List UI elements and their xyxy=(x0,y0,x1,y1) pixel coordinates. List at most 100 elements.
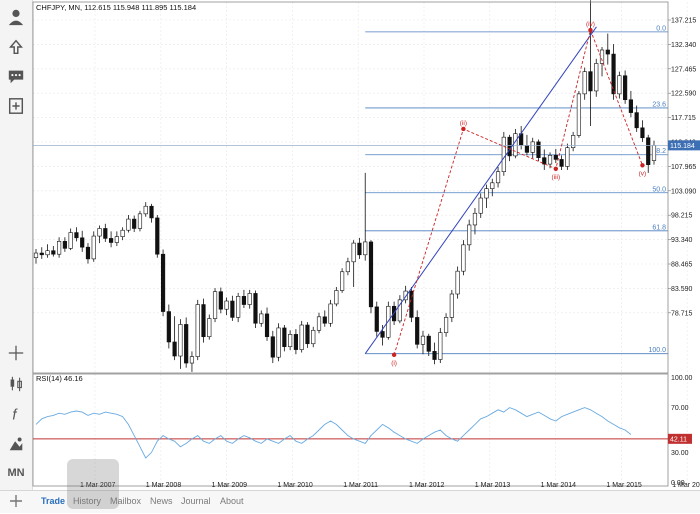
timeframe-button[interactable]: MN xyxy=(0,460,32,486)
candle-body xyxy=(137,213,143,229)
rsi-axis-label: 70.00 xyxy=(671,405,689,412)
candle-body xyxy=(484,188,489,199)
candle-body xyxy=(495,171,501,184)
tab-news[interactable]: News xyxy=(150,496,173,506)
candle-body xyxy=(74,232,79,239)
rsi-axis-label: 0.00 xyxy=(671,480,685,487)
tab-mailbox[interactable]: Mailbox xyxy=(110,496,142,506)
candle-body xyxy=(311,329,316,345)
price-axis-label: 88.465 xyxy=(671,262,693,269)
symbol-info: CHFJPY, MN, 112.615 115.948 111.895 115.… xyxy=(36,3,196,12)
current-price-value: 115.184 xyxy=(670,143,695,150)
rsi-panel[interactable]: 100.00 70.00 30.00 0.00 42.11 xyxy=(33,375,693,487)
candle-body xyxy=(57,241,62,255)
main-panel-frame xyxy=(32,1,669,374)
candle-body xyxy=(571,135,576,149)
tab-trade[interactable]: Trade xyxy=(41,496,66,506)
candle-body xyxy=(230,300,235,318)
candle-body xyxy=(155,217,160,255)
price-axis-label: 107.965 xyxy=(671,164,696,171)
candle-body xyxy=(282,327,287,347)
candle-body xyxy=(449,293,454,318)
candle-body xyxy=(51,250,56,255)
candle-body xyxy=(114,236,119,243)
candle-body xyxy=(316,316,322,331)
candle-body xyxy=(478,197,483,214)
rsi-title: RSI(14) 46.16 xyxy=(36,374,83,383)
tab-about[interactable]: About xyxy=(220,496,244,506)
candle-body xyxy=(651,145,657,161)
candle-body xyxy=(276,327,281,358)
candle-body xyxy=(126,218,131,231)
time-axis-label: 1 Mar 2012 xyxy=(409,482,445,489)
price-axis-label: 98.215 xyxy=(671,213,693,220)
fib-level-label: 0.0 xyxy=(656,25,666,32)
candle-body xyxy=(576,93,582,136)
candle-body xyxy=(542,157,547,165)
candle-body xyxy=(547,155,553,165)
wave-label: (i) xyxy=(391,360,397,367)
candle-body xyxy=(426,335,431,352)
price-axis-label: 137.215 xyxy=(671,18,696,25)
wave-label: (ii) xyxy=(460,120,467,127)
bottom-tab-bar: Trade History Mailbox News Journal About xyxy=(0,490,700,513)
candle-body xyxy=(241,296,247,305)
chart-overlay: (i) (ii) (iii) (iv) (v) xyxy=(33,21,668,367)
candle-body xyxy=(530,141,535,153)
candle-body xyxy=(253,293,258,324)
candle-body xyxy=(553,155,558,160)
candle-body xyxy=(160,253,166,312)
candle-body xyxy=(415,317,420,345)
candle-body xyxy=(507,136,512,157)
candle-body xyxy=(85,246,91,260)
candle-body xyxy=(224,300,229,310)
indicators-icon[interactable]: f xyxy=(0,401,32,427)
price-axis-label: 132.340 xyxy=(671,42,696,49)
time-axis-label: 1 Mar 2011 xyxy=(343,482,378,489)
time-axis-label: 1 Mar 2014 xyxy=(541,482,577,489)
add-icon[interactable] xyxy=(8,493,24,509)
candle-body xyxy=(646,137,651,165)
price-axis-label: 93.340 xyxy=(671,237,693,244)
candle-body xyxy=(178,324,183,357)
chat-icon[interactable] xyxy=(0,63,32,89)
objects-icon[interactable] xyxy=(0,431,32,457)
time-axis-label: 1 Mar 2015 xyxy=(606,482,642,489)
candle-body xyxy=(201,304,206,338)
candle-body xyxy=(62,241,67,249)
price-axis-label: 78.715 xyxy=(671,310,693,317)
tab-history[interactable]: History xyxy=(73,496,102,506)
candle-body xyxy=(420,335,426,345)
fib-level-label: 100.0 xyxy=(648,347,666,354)
current-price-tag xyxy=(668,140,700,151)
candle-body xyxy=(189,356,195,364)
price-chart[interactable]: 0.0 23.6 38.2 50.0 61.8 100.0 (i) (ii) (iii) (iv… xyxy=(0,0,700,490)
wave-point xyxy=(553,166,559,171)
candle-body xyxy=(149,205,154,219)
candle-body xyxy=(357,242,362,256)
rsi-line xyxy=(35,407,632,459)
rsi-panel-frame xyxy=(32,373,669,487)
candle-body xyxy=(634,112,639,129)
candle-body xyxy=(33,252,39,259)
trade-arrows-icon[interactable] xyxy=(0,34,32,60)
new-order-icon[interactable] xyxy=(0,93,32,119)
rsi-level-value: 42.11 xyxy=(670,436,687,443)
wave-point xyxy=(391,352,397,358)
candle-body xyxy=(536,141,541,158)
chart-type-icon[interactable] xyxy=(0,371,32,397)
price-axis-label: 103.090 xyxy=(671,188,696,195)
svg-text:f: f xyxy=(12,407,18,423)
crosshair-icon[interactable] xyxy=(0,340,32,366)
candle-body xyxy=(270,336,275,358)
candle-body xyxy=(559,159,564,167)
candle-body xyxy=(628,99,633,113)
candle-body xyxy=(39,252,44,256)
candle-body xyxy=(611,53,616,95)
account-icon[interactable] xyxy=(0,4,32,30)
time-axis-label: 1 Mar 2008 xyxy=(146,482,182,489)
candle-body xyxy=(351,242,356,263)
time-axis-label: 1 Mar 2010 xyxy=(277,482,313,489)
tab-journal[interactable]: Journal xyxy=(181,496,211,506)
candle-body xyxy=(640,127,645,139)
